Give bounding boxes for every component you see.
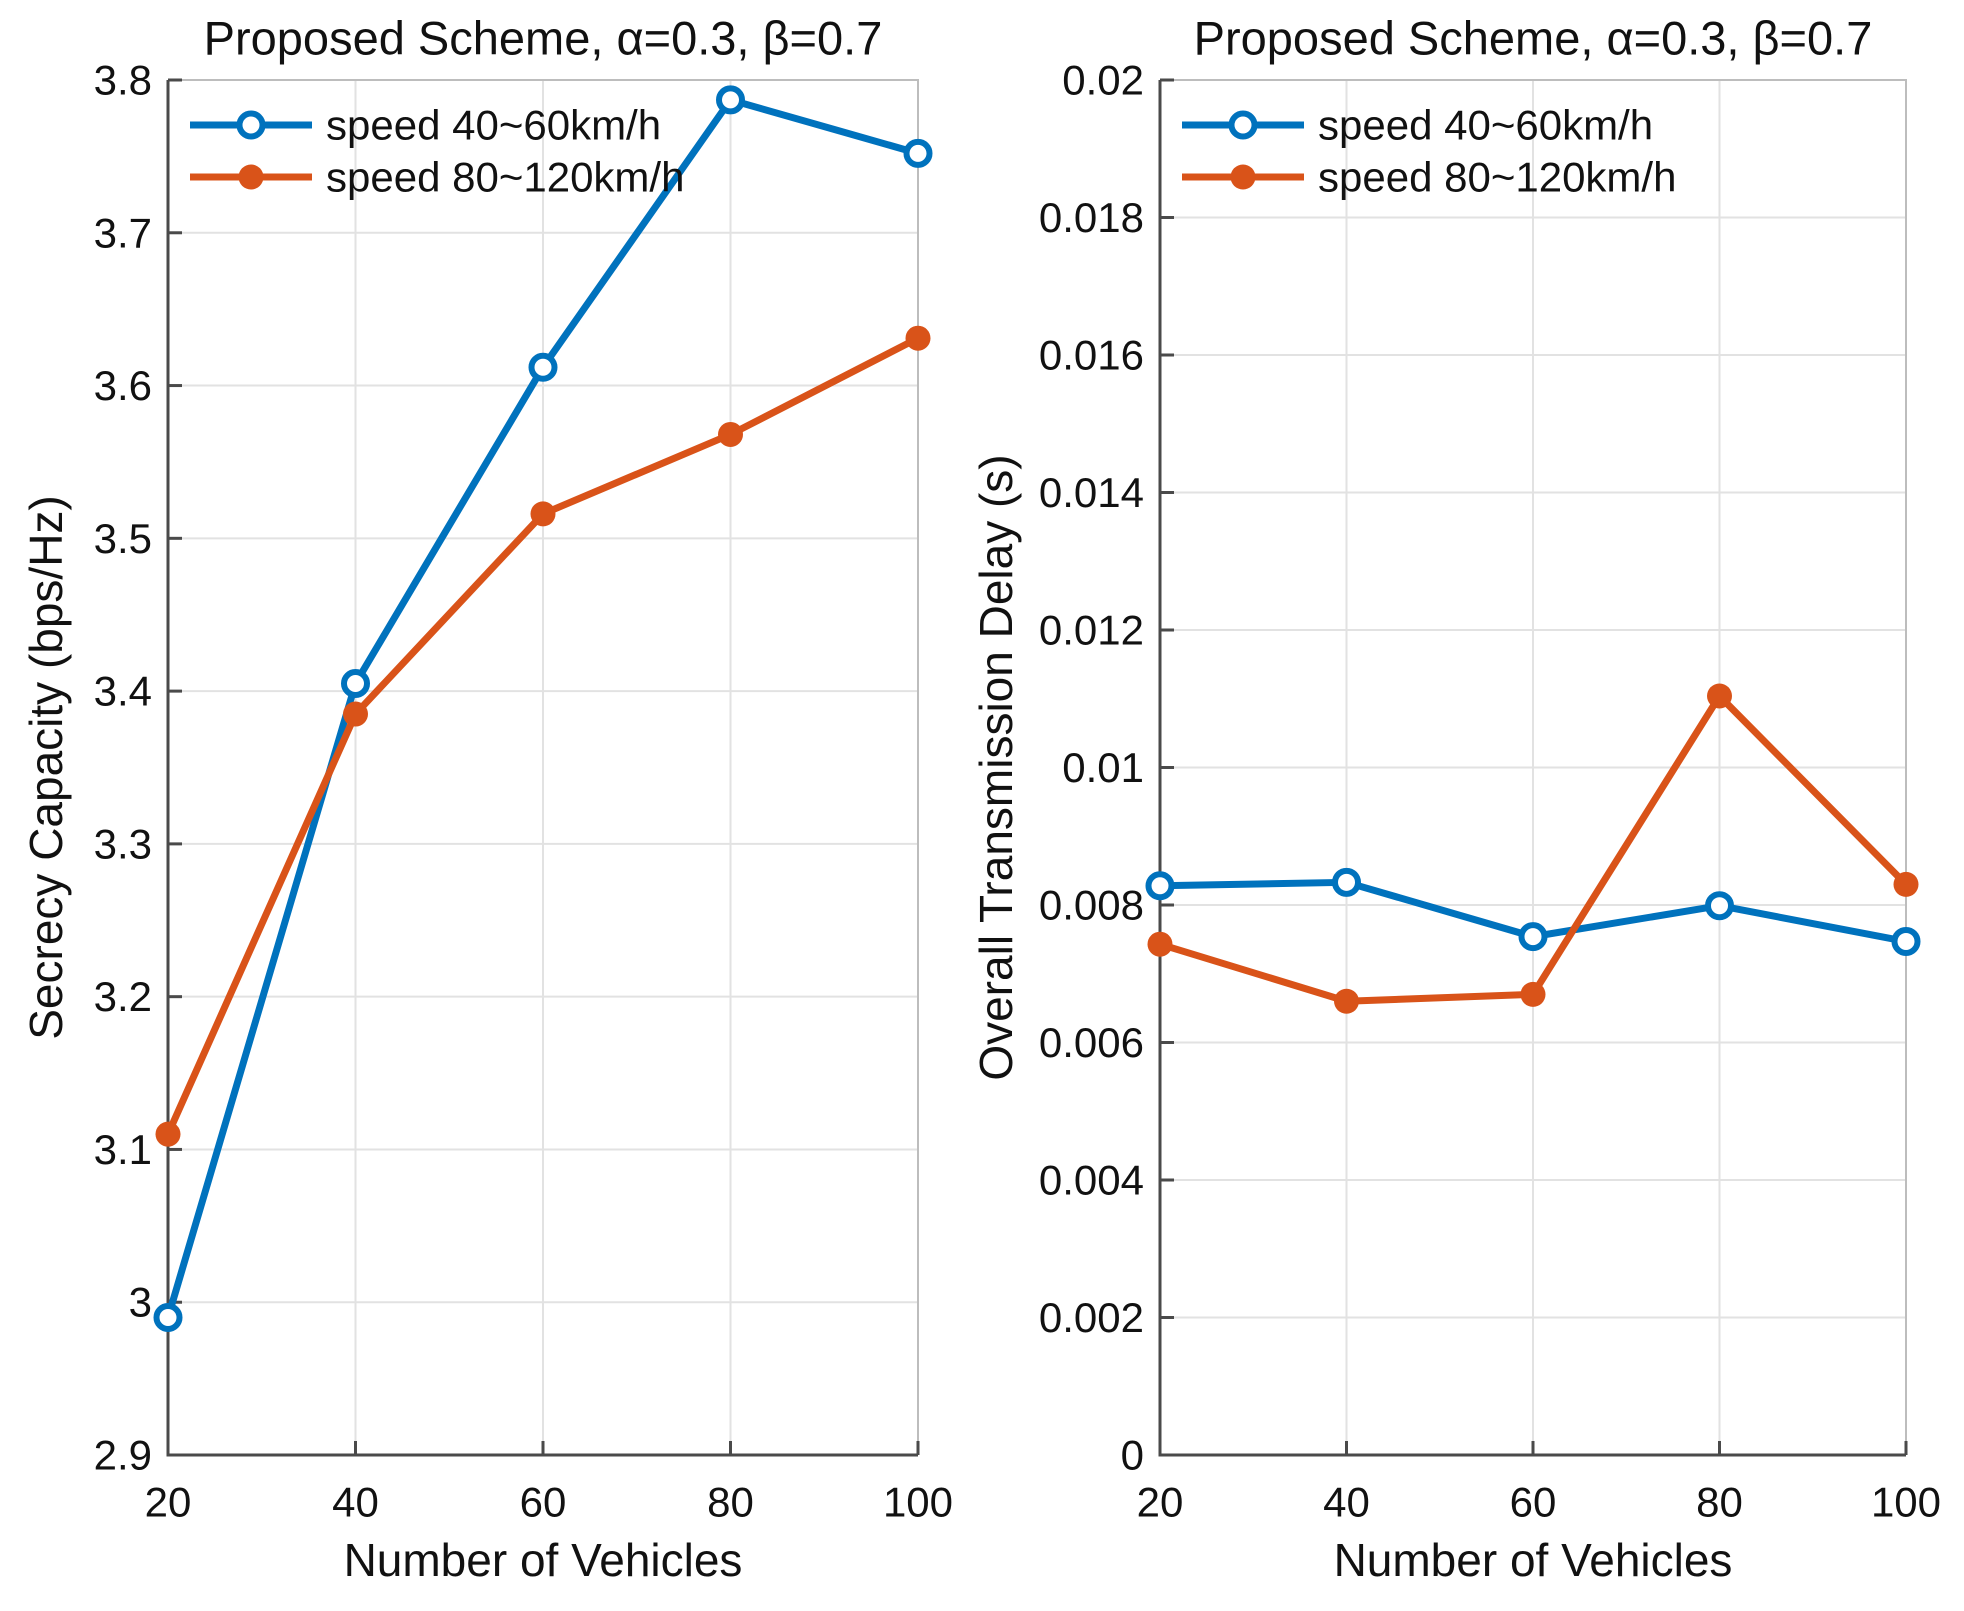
- chart-title: Proposed Scheme, α=0.3, β=0.7: [204, 12, 883, 65]
- secrecy-capacity-chart: 20 40 60 80 100 2.9 3 3.1 3.2 3.3 3.4 3.5 3.6 3.7 3.8 s…: [20, 12, 953, 1587]
- legend-marker-filled-circle: [238, 164, 264, 190]
- y-tick-label: 0.014: [1039, 469, 1144, 516]
- data-point-filled-circle: [1334, 988, 1359, 1014]
- grid: [167, 79, 919, 1456]
- legend-item-0: speed 40~60km/h: [190, 102, 661, 149]
- y-tick-label: 0.006: [1039, 1019, 1144, 1066]
- legend-label: speed 80~120km/h: [1318, 154, 1676, 201]
- y-tick-label: 0.02: [1062, 57, 1144, 104]
- transmission-delay-chart: 20 40 60 80 100 0 0.002 0.004 0.006 0.008 0.01 0.01…: [970, 12, 1941, 1587]
- x-tick-label: 100: [883, 1479, 953, 1526]
- data-point-open-circle: [153, 1303, 183, 1332]
- data-point-filled-circle: [155, 1121, 181, 1147]
- y-tick-label: 0.002: [1039, 1294, 1144, 1341]
- y-tick-label: 3.5: [94, 515, 152, 562]
- x-tick-label: 40: [1323, 1479, 1370, 1526]
- y-tick-label: 3.4: [94, 668, 152, 715]
- x-tick-label: 40: [332, 1479, 379, 1526]
- plot-box-border: [1160, 79, 1907, 1455]
- data-point-filled-circle: [1147, 931, 1173, 957]
- tick-marks: [1158, 78, 1908, 1457]
- data-point-open-circle: [528, 352, 558, 382]
- data-point-filled-circle: [1520, 981, 1546, 1007]
- legend-item-0: speed 40~60km/h: [1182, 102, 1653, 149]
- legend-label: speed 40~60km/h: [1318, 102, 1653, 149]
- x-tick-label: 100: [1871, 1479, 1941, 1526]
- data-point-open-circle: [1705, 891, 1734, 921]
- x-tick-label: 20: [145, 1479, 192, 1526]
- y-tick-label: 0: [1121, 1432, 1144, 1479]
- data-point-open-circle: [341, 668, 370, 698]
- y-tick-label: 0.01: [1062, 744, 1144, 791]
- legend: speed 40~60km/h speed 80~120km/h: [1182, 102, 1676, 201]
- x-tick-label: 20: [1137, 1479, 1184, 1526]
- legend: speed 40~60km/h speed 80~120km/h: [190, 102, 684, 201]
- y-axis-label: Secrecy Capacity (bps/Hz): [20, 495, 72, 1040]
- data-point-open-circle: [1332, 867, 1361, 897]
- y-tick-label: 3.1: [94, 1126, 152, 1173]
- y-tick-label: 3.2: [94, 973, 152, 1020]
- legend-label: speed 80~120km/h: [326, 154, 684, 201]
- data-point-open-circle: [903, 138, 933, 168]
- y-tick-label: 0.004: [1039, 1157, 1144, 1204]
- chart-title: Proposed Scheme, α=0.3, β=0.7: [1194, 12, 1873, 65]
- x-tick-label: 80: [1696, 1479, 1743, 1526]
- y-tick-label: 2.9: [94, 1432, 152, 1479]
- legend-marker-open-circle: [1228, 110, 1258, 140]
- data-point-open-circle: [1518, 922, 1548, 952]
- series-markers-0: [153, 85, 933, 1332]
- data-point-open-circle: [1145, 871, 1175, 901]
- tick-marks: [166, 78, 920, 1457]
- data-point-filled-circle: [718, 421, 743, 447]
- legend-marker-filled-circle: [1230, 164, 1256, 190]
- x-axis-label: Number of Vehicles: [344, 1534, 743, 1586]
- data-point-filled-circle: [1893, 871, 1919, 897]
- y-tick-label: 3.7: [94, 209, 152, 256]
- y-tick-label: 0.008: [1039, 882, 1144, 929]
- data-point-open-circle: [716, 85, 745, 115]
- data-point-open-circle: [1891, 926, 1921, 956]
- legend-item-1: speed 80~120km/h: [190, 154, 684, 201]
- y-tick-label: 3: [129, 1279, 152, 1326]
- y-tick-label: 3.6: [94, 362, 152, 409]
- plot-box-border: [168, 79, 919, 1455]
- x-tick-label: 80: [707, 1479, 754, 1526]
- y-tick-label: 3.8: [94, 57, 152, 104]
- data-point-filled-circle: [905, 325, 931, 351]
- series-markers-1: [155, 325, 931, 1147]
- legend-marker-open-circle: [236, 110, 266, 140]
- legend-label: speed 40~60km/h: [326, 102, 661, 149]
- y-tick-label: 0.018: [1039, 194, 1144, 241]
- y-tick-label: 3.3: [94, 820, 152, 867]
- y-tick-label: 0.012: [1039, 607, 1144, 654]
- x-tick-label: 60: [1510, 1479, 1557, 1526]
- data-point-filled-circle: [1707, 683, 1732, 709]
- x-tick-label: 60: [520, 1479, 567, 1526]
- legend-item-1: speed 80~120km/h: [1182, 154, 1676, 201]
- data-point-filled-circle: [343, 701, 368, 727]
- data-point-filled-circle: [530, 501, 556, 527]
- series-markers-1: [1147, 683, 1919, 1014]
- y-axis-label: Overall Transmission Delay (s): [970, 454, 1022, 1080]
- x-axis-label: Number of Vehicles: [1334, 1534, 1733, 1586]
- y-tick-label: 0.016: [1039, 332, 1144, 379]
- series-markers-0: [1145, 867, 1921, 956]
